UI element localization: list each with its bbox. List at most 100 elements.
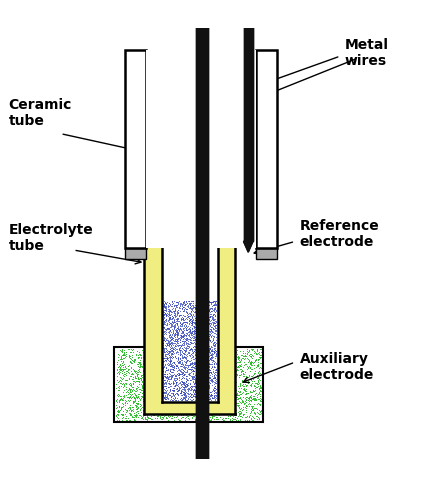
Point — [180, 398, 187, 406]
Point — [197, 386, 204, 393]
Point — [136, 361, 143, 369]
Point — [192, 334, 199, 342]
Point — [145, 400, 152, 407]
Point — [161, 407, 168, 414]
Point — [209, 325, 216, 333]
Point — [170, 392, 177, 400]
Point — [222, 360, 229, 367]
Point — [174, 320, 181, 328]
Point — [166, 340, 173, 348]
Point — [202, 362, 209, 369]
Point — [172, 403, 179, 411]
Point — [210, 346, 217, 354]
Point — [178, 301, 185, 309]
Point — [172, 373, 179, 381]
Point — [178, 305, 184, 312]
Point — [190, 330, 197, 338]
Point — [236, 388, 243, 396]
Point — [188, 369, 195, 377]
Point — [152, 356, 159, 364]
Point — [173, 336, 180, 344]
Point — [197, 363, 204, 371]
Point — [160, 377, 167, 385]
Point — [184, 342, 190, 350]
Point — [134, 351, 141, 359]
Point — [144, 374, 151, 382]
Point — [171, 377, 178, 385]
Point — [161, 385, 168, 392]
Point — [167, 332, 174, 340]
Point — [201, 369, 208, 377]
Point — [231, 359, 238, 366]
Point — [209, 301, 216, 309]
Point — [234, 355, 241, 363]
Point — [192, 382, 199, 389]
Point — [166, 357, 173, 365]
Point — [126, 355, 133, 363]
Point — [209, 335, 216, 343]
Point — [172, 359, 179, 367]
Point — [210, 379, 217, 386]
Point — [209, 354, 216, 362]
Point — [141, 353, 148, 361]
Point — [187, 386, 194, 394]
Point — [178, 385, 185, 393]
Point — [257, 354, 264, 362]
Point — [172, 378, 179, 386]
Point — [238, 377, 245, 385]
Point — [209, 310, 215, 318]
Point — [160, 382, 167, 390]
Point — [138, 385, 145, 392]
Point — [139, 353, 146, 361]
Point — [191, 377, 198, 385]
Point — [199, 316, 206, 324]
Point — [162, 336, 169, 344]
Point — [200, 301, 206, 308]
Point — [194, 380, 200, 388]
Point — [185, 318, 192, 325]
Point — [165, 355, 172, 363]
Point — [238, 396, 245, 404]
Point — [159, 321, 166, 328]
Point — [205, 305, 212, 313]
Point — [184, 348, 191, 356]
Point — [189, 395, 196, 403]
Point — [179, 354, 186, 362]
Point — [186, 335, 193, 343]
Point — [219, 409, 226, 417]
Point — [135, 394, 141, 402]
Point — [166, 341, 172, 348]
Point — [234, 395, 241, 403]
Point — [195, 378, 202, 386]
Point — [252, 371, 259, 379]
Point — [209, 369, 215, 377]
Point — [178, 305, 185, 312]
Point — [227, 350, 234, 358]
Point — [170, 391, 177, 399]
Point — [175, 355, 181, 363]
Point — [181, 377, 187, 385]
Point — [207, 369, 214, 377]
Point — [117, 379, 124, 387]
Point — [147, 385, 154, 392]
Point — [183, 327, 190, 335]
Point — [206, 366, 213, 374]
Point — [187, 356, 194, 364]
Point — [197, 323, 204, 330]
Point — [162, 335, 169, 343]
Point — [247, 405, 254, 413]
Point — [187, 339, 194, 346]
Point — [194, 349, 201, 357]
Point — [220, 395, 227, 403]
Point — [209, 339, 215, 347]
Point — [233, 386, 240, 394]
Point — [163, 371, 170, 379]
Point — [128, 357, 135, 365]
Point — [201, 400, 208, 407]
Point — [207, 329, 214, 337]
Point — [177, 361, 184, 368]
Point — [139, 395, 146, 403]
Point — [160, 399, 166, 407]
Point — [197, 316, 203, 324]
Point — [231, 367, 238, 375]
